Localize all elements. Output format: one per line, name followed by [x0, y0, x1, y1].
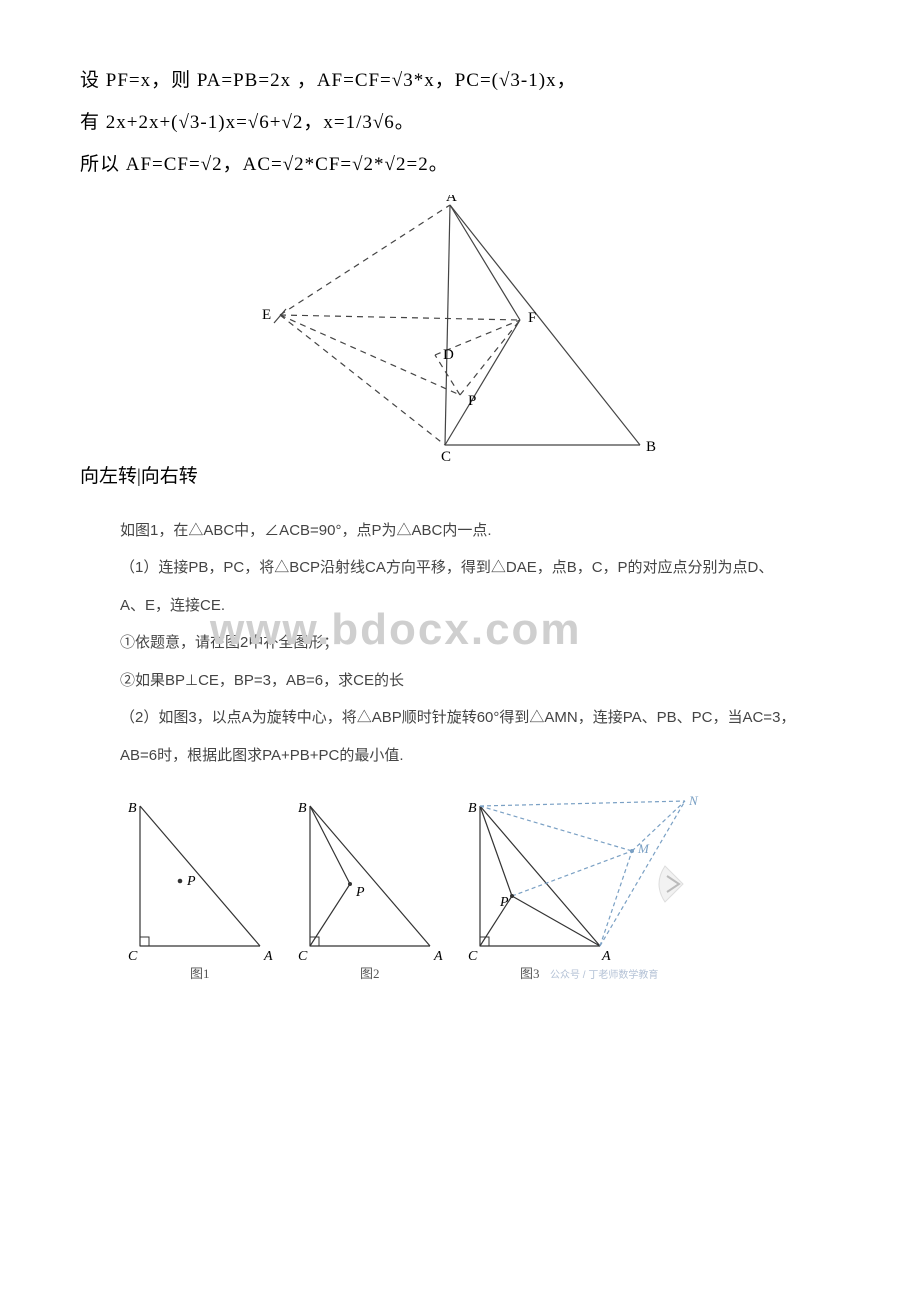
svg-text:C: C	[298, 949, 308, 964]
solution-line-1: 设 PF=x，则 PA=PB=2x ，AF=CF=√3*x，PC=(√3-1)x…	[80, 60, 840, 102]
svg-text:A: A	[446, 195, 457, 205]
figures-row: B C A P 图1 B C A P 图2 B C A P M N 图3 公众号 / 丁老师数学教育	[120, 786, 840, 996]
svg-text:C: C	[441, 449, 451, 465]
svg-text:P: P	[468, 393, 476, 409]
problem-line: AB=6时，根据此图求PA+PB+PC的最小值.	[120, 740, 840, 772]
figures-123: B C A P 图1 B C A P 图2 B C A P M N 图3 公众号 / 丁老师数学教育	[120, 786, 760, 996]
problem-line: （1）连接PB，PC，将△BCP沿射线CA方向平移，得到△DAE，点B，C，P的…	[120, 552, 840, 584]
svg-text:B: B	[128, 801, 137, 816]
svg-text:图1: 图1	[190, 966, 210, 981]
svg-text:N: N	[688, 793, 699, 808]
svg-text:P: P	[499, 895, 509, 910]
figure-1: A B C D E F P	[240, 195, 680, 465]
problem-line: ①依题意，请在图2中补全图形；	[120, 627, 840, 659]
solution-line-2: 有 2x+2x+(√3-1)x=√6+√2，x=1/3√6。	[80, 102, 840, 144]
solution-line-3: 所以 AF=CF=√2，AC=√2*CF=√2*√2=2。	[80, 144, 840, 186]
figure-1-container: A B C D E F P	[80, 195, 840, 470]
svg-text:B: B	[646, 439, 656, 455]
problem-line: A、E，连接CE.	[120, 590, 840, 622]
svg-text:F: F	[528, 310, 536, 326]
svg-text:图3: 图3	[520, 966, 540, 981]
svg-text:图2: 图2	[360, 966, 380, 981]
svg-text:B: B	[468, 801, 477, 816]
problem-line: （2）如图3，以点A为旋转中心，将△ABP顺时针旋转60°得到△AMN，连接PA…	[120, 702, 840, 734]
svg-text:P: P	[186, 874, 196, 889]
problem-line: 如图1，在△ABC中，∠ACB=90°，点P为△ABC内一点.	[120, 515, 840, 547]
svg-text:公众号 / 丁老师数学教育: 公众号 / 丁老师数学教育	[550, 968, 658, 981]
svg-text:A: A	[601, 949, 611, 964]
svg-text:P: P	[355, 885, 365, 900]
svg-text:D: D	[443, 347, 454, 363]
svg-text:C: C	[128, 949, 138, 964]
problem-block: 如图1，在△ABC中，∠ACB=90°，点P为△ABC内一点. （1）连接PB，…	[120, 515, 840, 997]
svg-text:M: M	[637, 841, 650, 856]
svg-text:A: A	[433, 949, 443, 964]
svg-text:B: B	[298, 801, 307, 816]
svg-text:C: C	[468, 949, 478, 964]
svg-text:E: E	[262, 307, 271, 323]
svg-text:A: A	[263, 949, 273, 964]
problem-line: ②如果BP⊥CE，BP=3，AB=6，求CE的长	[120, 665, 840, 697]
